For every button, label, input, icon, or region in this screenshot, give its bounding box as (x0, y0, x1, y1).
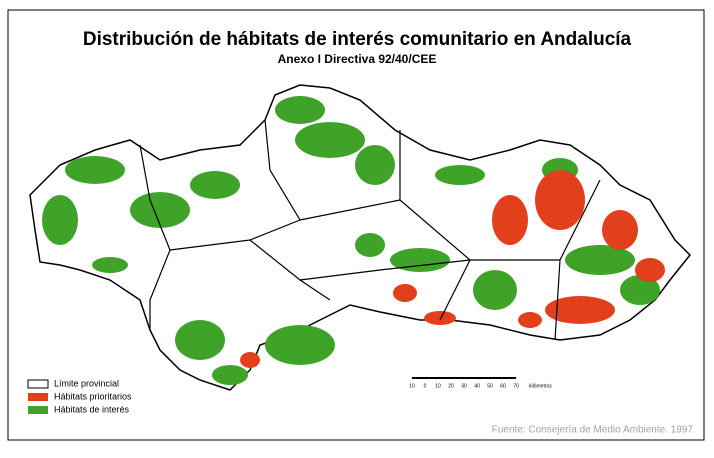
map-title: Distribución de hábitats de interés comu… (83, 29, 632, 50)
legend: Límite provincial Hábitats prioritarios … (27, 378, 132, 414)
scale-tick-label: 20 (448, 383, 454, 389)
scale-tick-label: 60 (500, 383, 506, 389)
scale-tick-label: 40 (474, 383, 480, 389)
legend-swatch (27, 379, 49, 389)
scale-tick-label: 0 (424, 383, 427, 389)
legend-swatch (28, 406, 48, 414)
scale-unit: kilómetros (529, 383, 552, 389)
scale-tick-label: 10 (409, 383, 415, 389)
province-boundaries (139, 119, 601, 341)
scale-tick-label: 10 (435, 383, 441, 389)
map-subtitle: Anexo I Directiva 92/40/CEE (278, 52, 437, 66)
scale-tick-label: 50 (487, 383, 493, 389)
legend-label: Hábitats de interés (54, 404, 130, 414)
legend-label: Hábitats prioritarios (54, 391, 132, 401)
scale-tick-label: 30 (461, 383, 467, 389)
legend-swatch (28, 393, 48, 401)
scale-tick-label: 70 (513, 383, 519, 389)
habitat-priority-areas (240, 170, 665, 368)
source-note: Fuente: Consejería de Medio Ambiente. 19… (492, 425, 694, 436)
region-map (29, 84, 692, 391)
legend-label: Límite provincial (54, 378, 119, 388)
scale-bar: 10 0 10 20 30 40 50 60 70 kilómetros (409, 377, 552, 389)
habitat-interest-areas (42, 96, 660, 385)
